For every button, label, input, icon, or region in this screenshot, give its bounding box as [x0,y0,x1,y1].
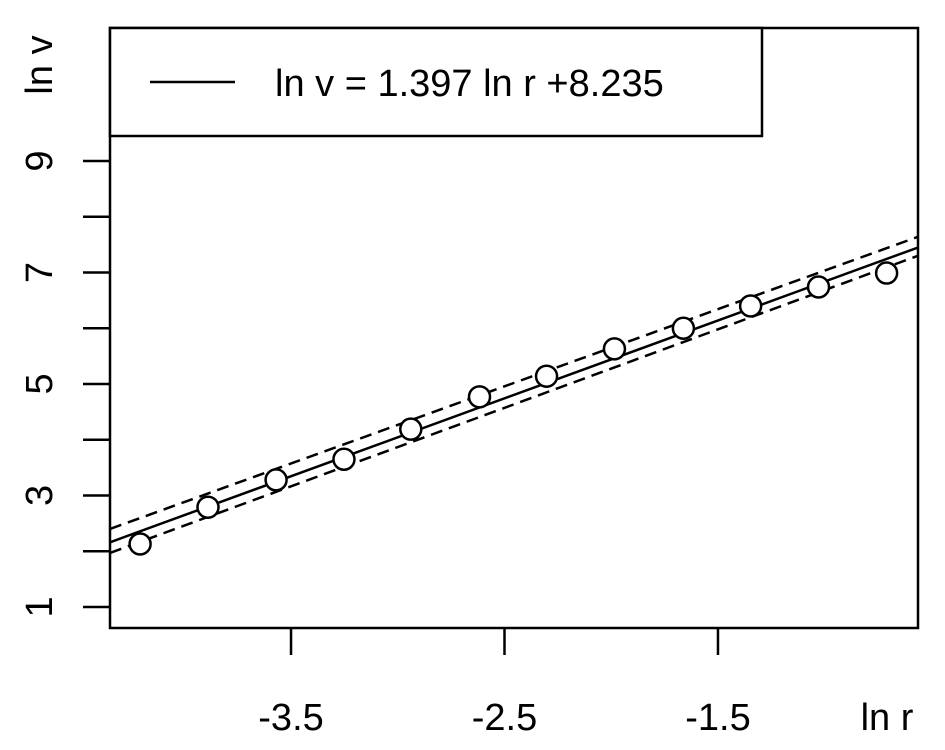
y-tick-label: 3 [19,485,61,506]
y-tick-label: 1 [19,596,61,617]
point [671,316,696,341]
point [332,447,356,472]
point [534,364,559,388]
x-tick-label: -2.5 [472,697,537,739]
y-tick-label: 7 [19,262,61,283]
point [399,417,423,441]
confidence-band [110,235,918,531]
y-tick-label: 5 [19,373,61,394]
point [602,337,627,361]
point [196,495,220,519]
point [264,468,288,492]
plot-lines [110,235,918,555]
x-tick-label: -1.5 [685,697,750,739]
point [806,275,831,299]
x-tick-label: -3.5 [258,697,323,739]
point [874,261,899,285]
legend-label: ln v = 1.397 ln r +8.235 [275,63,664,105]
point [738,294,763,318]
y-axis-label: ln v [19,35,61,94]
point [128,532,152,556]
confidence-band [110,254,918,555]
fit-line [110,246,918,544]
point [467,385,492,409]
y-tick-label: 9 [19,150,61,171]
x-axis-label: ln r [861,697,914,739]
